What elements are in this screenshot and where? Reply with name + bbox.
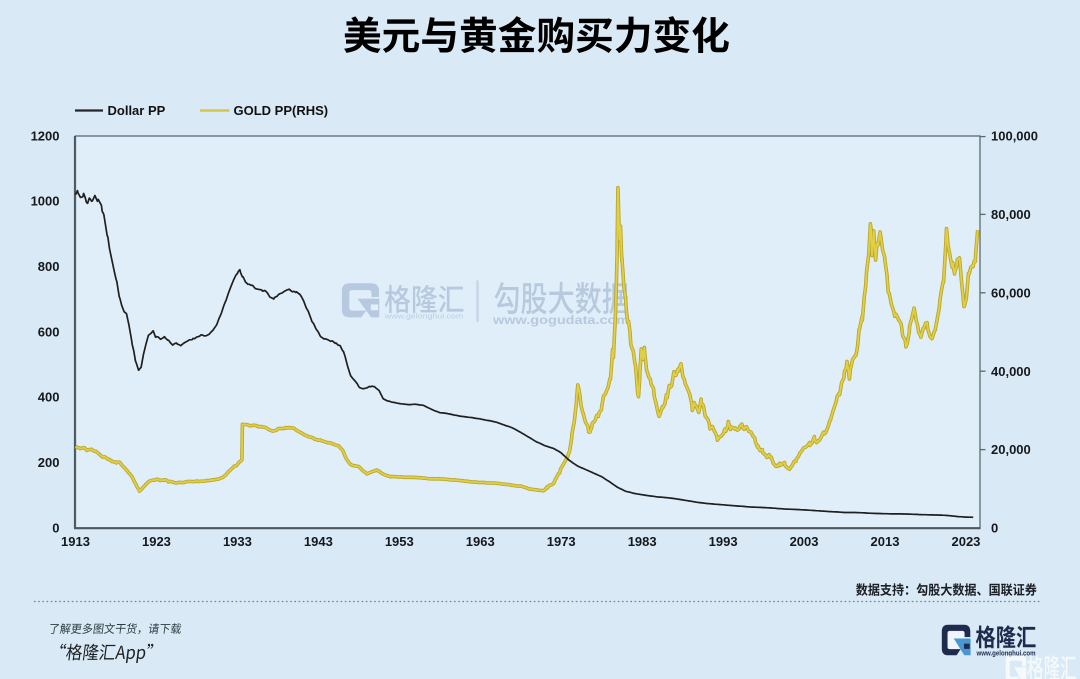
svg-text:GOLD PP(RHS): GOLD PP(RHS) [234,103,329,118]
svg-text:80,000: 80,000 [991,207,1031,222]
svg-text:20,000: 20,000 [991,442,1031,457]
svg-text:200: 200 [38,455,60,470]
svg-text:600: 600 [38,324,60,339]
svg-text:1963: 1963 [466,534,495,549]
svg-text:60,000: 60,000 [991,285,1031,300]
svg-text:1000: 1000 [31,194,60,209]
svg-text:1200: 1200 [31,128,60,143]
svg-text:1923: 1923 [142,534,171,549]
svg-text:1993: 1993 [709,534,738,549]
svg-text:2013: 2013 [871,534,900,549]
svg-text:www.gelonghui.com: www.gelonghui.com [384,314,464,321]
svg-text:www.gelonghui.com: www.gelonghui.com [976,651,1036,658]
svg-text:100,000: 100,000 [991,129,1038,144]
svg-text:1943: 1943 [304,534,333,549]
svg-text:800: 800 [38,259,60,274]
svg-text:1973: 1973 [547,534,576,549]
svg-text:0: 0 [991,521,998,536]
svg-text:Dollar PP: Dollar PP [108,103,166,118]
svg-text:www.gogudata.com: www.gogudata.com [492,315,630,327]
svg-text:1953: 1953 [385,534,414,549]
svg-text:2023: 2023 [951,534,980,549]
svg-text:1933: 1933 [223,534,252,549]
svg-text:2003: 2003 [790,534,819,549]
svg-text:400: 400 [38,390,60,405]
svg-text:40,000: 40,000 [991,364,1031,379]
svg-text:0: 0 [52,520,59,535]
svg-text:1913: 1913 [61,534,90,549]
svg-text:1983: 1983 [628,534,657,549]
